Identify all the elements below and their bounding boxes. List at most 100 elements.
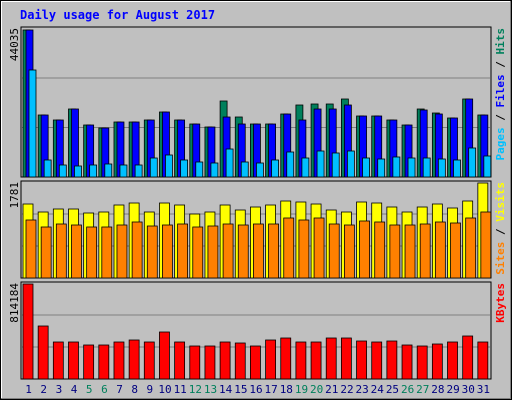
day-label-27: 27 [416,383,429,396]
legend-item-hits: Hits [494,28,507,55]
legend-top: Pages / Files / Hits [494,28,507,161]
day-label-7: 7 [116,383,123,396]
bar-sites-day-24 [374,221,386,279]
day-label-9: 9 [147,383,154,396]
bar-pages-day-30 [468,147,477,178]
legend-middle: Sites / Visits [494,182,507,275]
bar-kbytes-day-12 [189,345,201,380]
legend-separator: / [494,55,507,75]
bar-pages-day-14 [225,148,234,178]
day-label-5: 5 [86,383,93,396]
day-label-26: 26 [401,383,414,396]
day-label-28: 28 [431,383,444,396]
bar-pages-day-7 [119,164,128,178]
bar-pages-day-2 [43,159,52,178]
panel-middle: 1781 [8,180,492,279]
chart-legends: Pages / Files / Hits Sites / Visits KBytes [494,28,507,323]
day-label-8: 8 [131,383,138,396]
day-label-3: 3 [56,383,63,396]
bar-sites-day-15 [237,224,249,279]
legend-bottom: KBytes [494,283,507,323]
y-max-label: 814184 [8,283,21,323]
day-axis-labels: 1 2 3 4 5 6 7 8 9 10 11 12 13 14 15 16 17 18 19 20 21 22 23 24 2… [25,383,490,396]
bar-pages-day-28 [437,158,446,178]
bar-kbytes-day-8 [128,339,140,380]
day-label-16: 16 [249,383,262,396]
bar-sites-day-22 [343,224,355,279]
bar-pages-day-17 [271,159,279,178]
day-label-11: 11 [174,383,187,396]
bar-sites-day-14 [222,223,234,279]
bar-pages-day-19 [301,157,310,178]
bar-kbytes-day-28 [431,343,443,380]
bar-pages-day-9 [149,157,158,178]
bar-pages-day-31 [483,155,492,178]
bar-pages-day-12 [195,161,204,178]
bar-kbytes-day-16 [250,345,261,380]
bar-sites-day-7 [116,224,128,279]
bar-kbytes-day-15 [234,342,246,380]
bar-pages-day-25 [392,156,401,178]
bar-sites-day-17 [268,223,279,279]
bar-pages-day-10 [165,154,173,178]
bar-kbytes-day-30 [462,335,474,380]
bar-sites-day-6 [101,226,113,279]
bar-kbytes-day-25 [386,340,398,380]
bar-pages-day-4 [74,165,82,178]
bar-sites-day-11 [177,223,189,279]
bar-kbytes-day-7 [113,341,125,380]
bar-kbytes-day-9 [143,341,155,380]
bar-sites-day-5 [86,226,98,279]
panel-bottom: 814184 [8,281,492,380]
legend-item-files: Files [494,74,507,107]
day-label-22: 22 [340,383,353,396]
bar-kbytes-day-10 [159,331,170,380]
panel-top: 44035 [8,26,492,178]
bar-sites-day-2 [40,226,52,279]
day-label-14: 14 [219,383,233,396]
bar-kbytes-day-26 [401,344,413,380]
bar-pages-day-23 [362,157,370,178]
bar-kbytes-day-14 [219,341,231,380]
day-label-24: 24 [371,383,385,396]
day-label-2: 2 [40,383,47,396]
bar-sites-day-16 [253,223,264,279]
bar-pages-day-20 [316,150,325,178]
bar-sites-day-19 [298,219,310,279]
bar-kbytes-day-29 [447,341,458,380]
bar-kbytes-day-4 [68,341,79,380]
bar-kbytes-day-2 [37,325,49,380]
bar-kbytes-day-24 [371,341,383,380]
bar-kbytes-day-18 [280,337,292,380]
bar-kbytes-day-20 [310,341,322,380]
bar-sites-day-20 [313,217,325,279]
bar-pages-day-1 [28,69,37,178]
day-label-20: 20 [310,383,323,396]
legend-item-pages: Pages [494,127,507,160]
y-max-label: 1781 [8,182,21,209]
bar-pages-day-3 [58,164,67,178]
bar-sites-day-18 [283,217,295,279]
bar-kbytes-day-1 [22,283,34,380]
bar-pages-day-22 [346,150,355,178]
bar-sites-day-1 [25,219,37,279]
bar-sites-day-27 [419,223,431,279]
day-label-18: 18 [280,383,293,396]
bar-kbytes-day-17 [265,339,276,380]
bar-sites-day-26 [404,224,416,279]
bar-pages-day-15 [240,161,249,178]
bar-kbytes-day-5 [83,344,95,380]
bar-kbytes-day-11 [174,341,186,380]
legend-item-sites: Sites [494,242,507,275]
bar-pages-day-18 [286,151,295,178]
bar-sites-day-21 [328,223,340,279]
day-label-4: 4 [71,383,78,396]
day-label-29: 29 [446,383,459,396]
day-label-13: 13 [204,383,217,396]
day-label-10: 10 [158,383,171,396]
bar-sites-day-29 [450,222,461,279]
legend-separator: / [494,222,507,242]
day-label-19: 19 [295,383,308,396]
legend-item-kbytes: KBytes [494,283,507,323]
